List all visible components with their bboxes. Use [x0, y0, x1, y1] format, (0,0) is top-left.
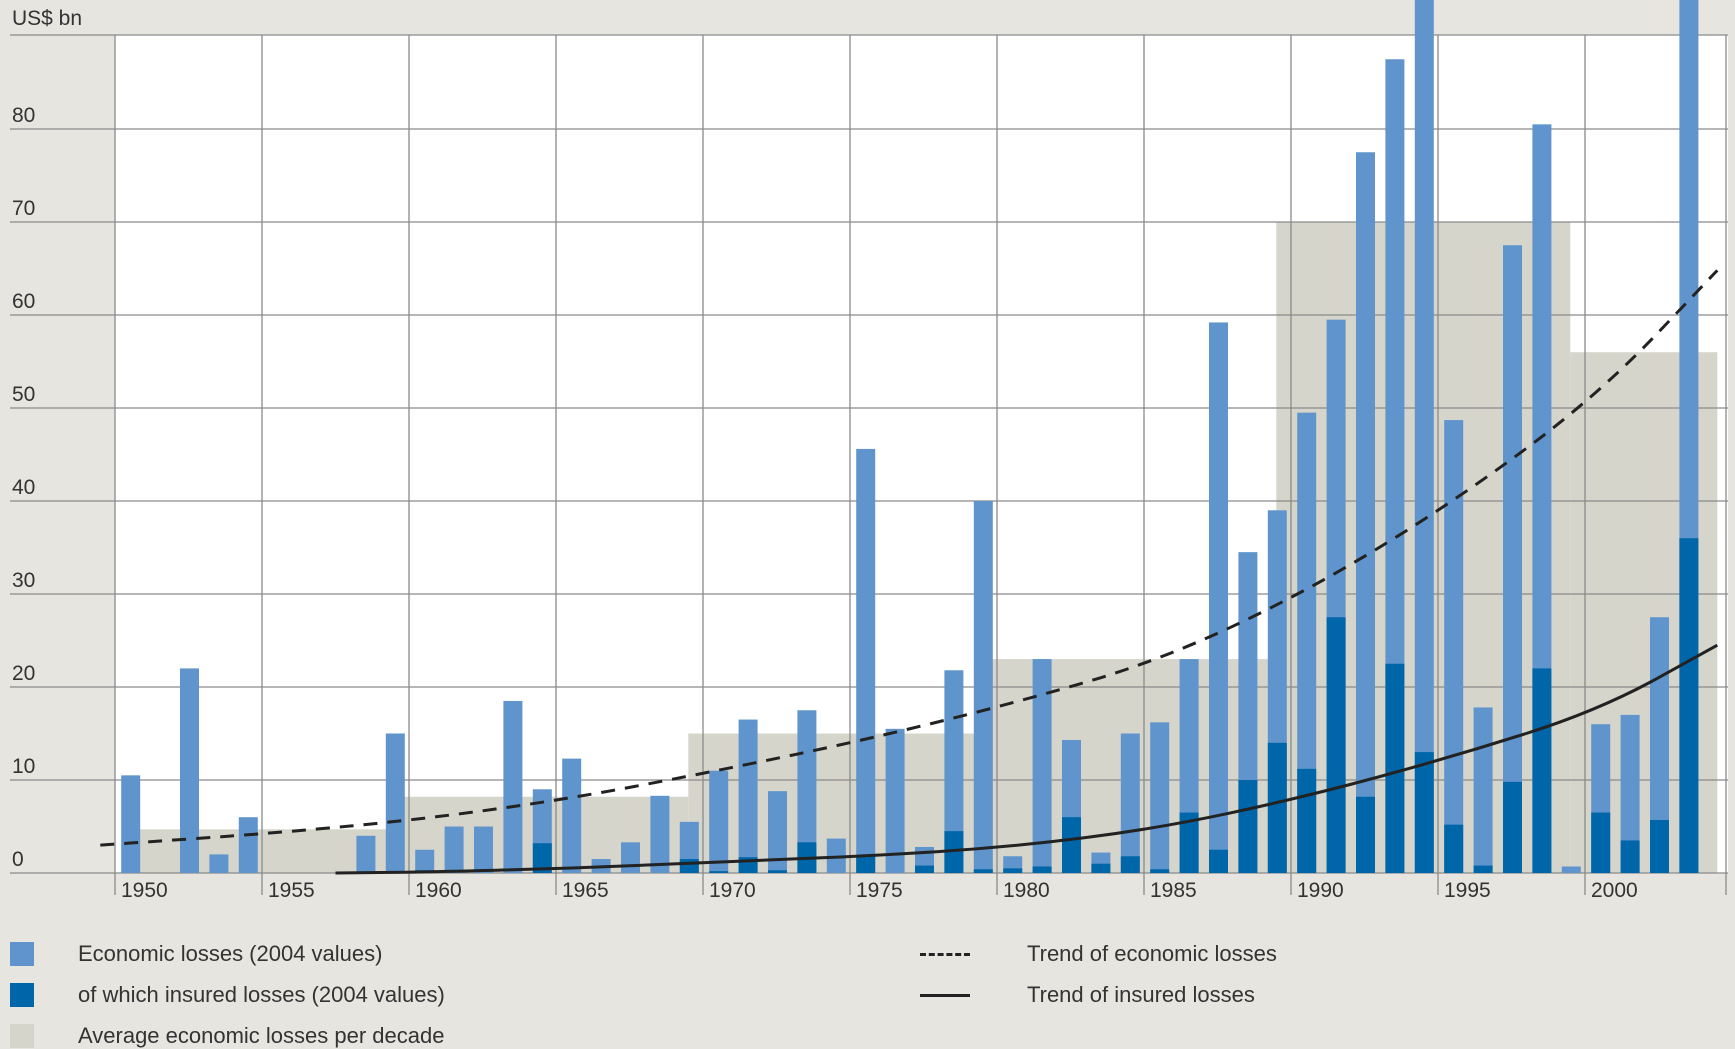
economic-loss-bar [121, 775, 141, 873]
legend-label-decade-average: Average economic losses per decade [78, 1023, 445, 1048]
insured-loss-bar [1444, 824, 1464, 873]
economic-loss-bar [444, 826, 464, 873]
insured-loss-bar [1150, 869, 1170, 873]
economic-loss-bar [209, 854, 229, 873]
y-tick-label: 50 [12, 383, 35, 406]
economic-loss-bar [238, 817, 258, 873]
insured-loss-bar [1503, 781, 1522, 873]
y-tick-label: 20 [12, 662, 35, 685]
economic-loss-bar [1561, 866, 1581, 873]
plot-area: 0 10 20 30 40 50 60 70 80 1950 1955 1960 1965 1970 197… [10, 0, 1728, 902]
x-tick-label: 1980 [1003, 879, 1050, 902]
economic-loss-bar [1620, 714, 1640, 873]
x-tick-label: 1975 [856, 879, 903, 902]
economic-loss-bar [797, 710, 817, 873]
insured-loss-bar [1267, 742, 1287, 873]
y-tick-label: 40 [12, 476, 35, 499]
economic-loss-bar [1356, 152, 1375, 873]
insured-loss-bar [1209, 849, 1228, 873]
legend-swatch-insured [10, 983, 34, 1007]
insured-loss-bar [1385, 663, 1405, 873]
insured-loss-bar [944, 831, 964, 873]
y-tick-label: 30 [12, 569, 35, 592]
insured-loss-bar [973, 869, 993, 873]
insured-loss-bar [1679, 538, 1699, 873]
economic-loss-bar [356, 835, 376, 873]
economic-loss-bar [1120, 733, 1140, 873]
insured-loss-bar [1650, 819, 1669, 873]
y-tick-label: 10 [12, 755, 35, 778]
y-tick-label: 80 [12, 104, 35, 127]
economic-loss-bar [1032, 659, 1052, 873]
economic-loss-bar [503, 700, 523, 873]
legend-label-trend-economic: Trend of economic losses [1027, 941, 1277, 966]
economic-loss-bar [415, 849, 435, 873]
insured-loss-bar [1532, 668, 1552, 873]
economic-loss-bar [709, 770, 729, 873]
insured-loss-bar [1591, 812, 1611, 873]
y-tick-label: 0 [12, 848, 24, 871]
y-axis-unit-label: US$ bn [12, 7, 82, 30]
insured-loss-bar [856, 856, 876, 873]
economic-loss-bar [385, 733, 405, 873]
insured-loss-bar [768, 870, 787, 873]
economic-trend-line [100, 269, 1719, 847]
insured-trend-line [335, 643, 1719, 875]
legend-label-trend-insured: Trend of insured losses [1027, 982, 1255, 1007]
insured-loss-bar [532, 843, 552, 873]
x-tick-label: 1955 [268, 879, 315, 902]
economic-loss-bar [944, 670, 964, 873]
insured-loss-bar [709, 871, 729, 873]
economic-loss-bar [1444, 420, 1464, 873]
x-tick-label: 1960 [415, 879, 462, 902]
insured-loss-bar [1003, 868, 1023, 873]
economic-loss-bar [1297, 412, 1317, 873]
insured-loss-bar [915, 865, 934, 873]
economic-loss-bar [1473, 707, 1493, 873]
economic-loss-bar [1150, 722, 1170, 873]
economic-loss-bar [621, 842, 640, 873]
insured-loss-bar [1238, 780, 1258, 873]
x-tick-label: 2000 [1591, 879, 1638, 902]
insured-loss-bar [679, 859, 699, 873]
economic-loss-bar [973, 501, 993, 873]
y-tick-label: 60 [12, 290, 35, 313]
legend-swatch-decade-average [10, 1024, 34, 1048]
x-tick-label: 1985 [1150, 879, 1197, 902]
insured-loss-bar [1032, 866, 1052, 873]
insured-loss-bar [1120, 856, 1140, 873]
economic-loss-bar [1503, 245, 1522, 873]
legend-solid-line-sample [920, 994, 970, 997]
y-tick-label: 70 [12, 197, 35, 220]
economic-loss-bar [856, 448, 876, 873]
economic-loss-bar [1414, 0, 1434, 873]
insured-loss-bar [1297, 768, 1317, 873]
economic-loss-bar [768, 791, 787, 873]
insured-loss-bar [1062, 817, 1081, 873]
legend-label-insured: of which insured losses (2004 values) [78, 982, 445, 1007]
insured-loss-bar [1356, 796, 1375, 873]
insured-loss-bar [1326, 617, 1346, 873]
insured-loss-bar [1091, 863, 1111, 873]
insured-loss-bar [1414, 752, 1434, 873]
economic-loss-bar [650, 795, 670, 873]
x-tick-label: 1965 [562, 879, 609, 902]
x-tick-label: 1990 [1297, 879, 1344, 902]
economic-loss-bar [562, 758, 582, 873]
insured-loss-bar [1620, 840, 1640, 873]
insured-loss-bar [1179, 812, 1199, 873]
x-tick-label: 1950 [121, 879, 168, 902]
x-tick-label: 1970 [709, 879, 756, 902]
legend-label-economic: Economic losses (2004 values) [78, 941, 383, 966]
economic-loss-bar [474, 826, 493, 873]
x-tick-label: 1995 [1444, 879, 1491, 902]
economic-loss-bar [180, 668, 199, 873]
legend-swatch-economic [10, 942, 34, 966]
economic-loss-bar [738, 719, 758, 873]
legend-dashed-line-sample [920, 953, 970, 956]
economic-loss-bar [1209, 322, 1228, 873]
economic-loss-bar [885, 728, 905, 873]
insured-loss-bar [1473, 865, 1493, 873]
